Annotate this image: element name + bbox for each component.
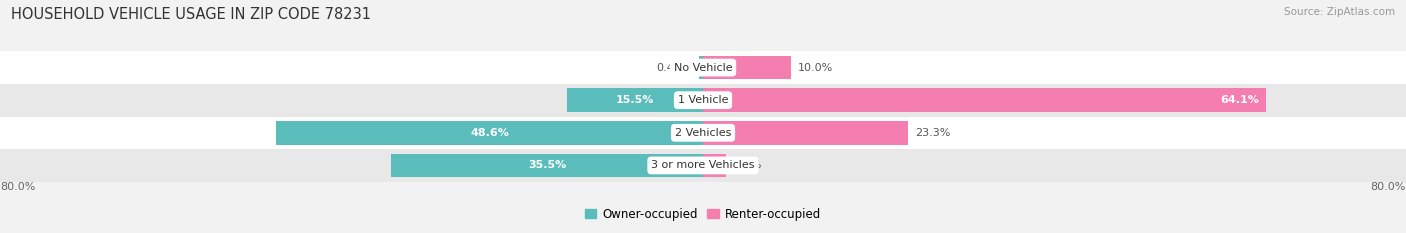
Text: 64.1%: 64.1% [1220, 95, 1260, 105]
Text: Source: ZipAtlas.com: Source: ZipAtlas.com [1284, 7, 1395, 17]
Text: 35.5%: 35.5% [527, 161, 567, 170]
Bar [567, 89, 703, 112]
Bar [276, 121, 703, 144]
Text: 10.0%: 10.0% [799, 63, 834, 72]
Text: 2 Vehicles: 2 Vehicles [675, 128, 731, 138]
Bar [703, 121, 908, 144]
Bar [703, 56, 790, 79]
Text: 48.6%: 48.6% [470, 128, 509, 138]
Bar [703, 89, 1267, 112]
Text: 80.0%: 80.0% [0, 182, 35, 192]
Bar [699, 56, 703, 79]
Text: HOUSEHOLD VEHICLE USAGE IN ZIP CODE 78231: HOUSEHOLD VEHICLE USAGE IN ZIP CODE 7823… [11, 7, 371, 22]
Text: 2.6%: 2.6% [733, 161, 761, 170]
Text: 15.5%: 15.5% [616, 95, 654, 105]
Bar [0, 116, 1406, 149]
Bar [0, 84, 1406, 116]
Text: 23.3%: 23.3% [915, 128, 950, 138]
Bar [0, 149, 1406, 182]
Text: 0.45%: 0.45% [657, 63, 692, 72]
Bar [391, 154, 703, 177]
Bar [0, 51, 1406, 84]
Legend: Owner-occupied, Renter-occupied: Owner-occupied, Renter-occupied [579, 203, 827, 225]
Bar [703, 154, 725, 177]
Text: 80.0%: 80.0% [1371, 182, 1406, 192]
Text: No Vehicle: No Vehicle [673, 63, 733, 72]
Text: 1 Vehicle: 1 Vehicle [678, 95, 728, 105]
Text: 3 or more Vehicles: 3 or more Vehicles [651, 161, 755, 170]
